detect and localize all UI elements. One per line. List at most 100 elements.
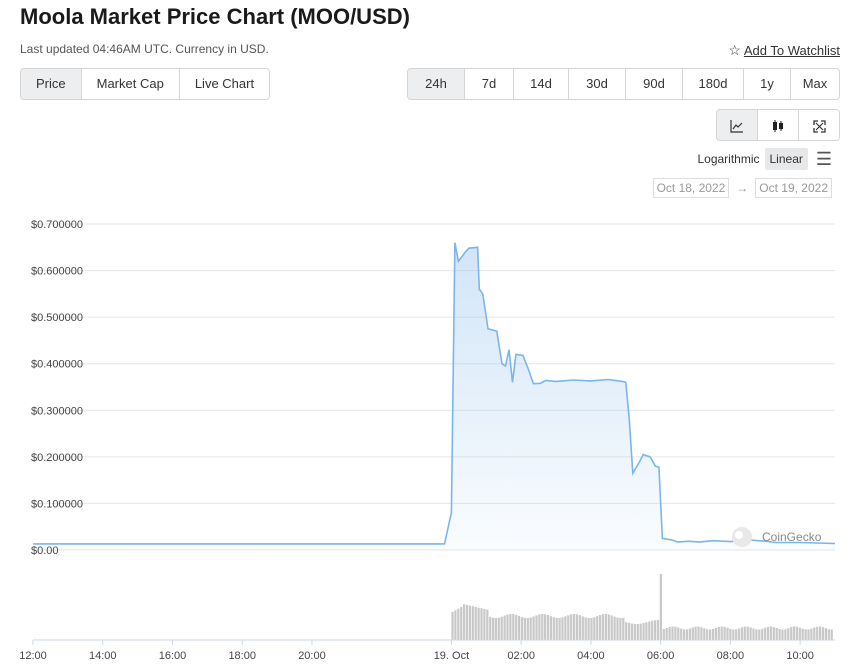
volume-bar xyxy=(578,615,581,640)
volume-bar xyxy=(772,627,775,640)
volume-bar xyxy=(633,623,636,640)
hamburger-menu-icon[interactable]: ☰ xyxy=(815,149,832,169)
fullscreen-button[interactable] xyxy=(799,110,839,140)
line-chart-button[interactable] xyxy=(717,110,758,140)
volume-bar xyxy=(564,616,567,640)
volume-bar xyxy=(555,617,558,640)
range-max[interactable]: Max xyxy=(791,69,839,99)
volume-bar xyxy=(792,626,796,640)
x-tick-label: 10:00 xyxy=(786,650,814,662)
volume-bar xyxy=(801,628,804,640)
volume-bar xyxy=(703,628,706,640)
volume-bar xyxy=(795,626,798,640)
scale-logarithmic[interactable]: Logarithmic xyxy=(697,152,760,166)
last-updated-text: Last updated 04:46AM UTC. Currency in US… xyxy=(20,42,269,56)
coingecko-logo-eye xyxy=(735,531,743,539)
volume-bar xyxy=(804,629,807,640)
volume-bar xyxy=(798,627,801,640)
range-7d[interactable]: 7d xyxy=(465,69,514,99)
date-range-inputs: Oct 18, 2022 → Oct 19, 2022 xyxy=(652,178,832,198)
volume-bar xyxy=(662,629,665,640)
volume-bar xyxy=(613,616,616,640)
scale-linear[interactable]: Linear xyxy=(764,148,808,170)
candlestick-button[interactable] xyxy=(758,110,799,140)
volume-bar xyxy=(709,629,712,640)
volume-bar xyxy=(584,617,587,640)
x-tick-label: 02:00 xyxy=(507,650,535,662)
line-chart-icon xyxy=(730,120,743,133)
volume-bar xyxy=(538,614,541,640)
range-1y[interactable]: 1y xyxy=(744,69,791,99)
volume-bar xyxy=(497,617,500,640)
volume-bar xyxy=(758,629,761,640)
volume-bar xyxy=(489,616,492,640)
x-tick-label: 04:00 xyxy=(577,650,605,662)
volume-bar xyxy=(590,617,593,640)
date-to-input[interactable]: Oct 19, 2022 xyxy=(755,178,832,198)
x-tick-label: 14:00 xyxy=(89,650,117,662)
x-tick-label: 19. Oct xyxy=(434,650,469,662)
volume-bar xyxy=(628,622,631,640)
volume-bar xyxy=(573,614,576,640)
volume-bar xyxy=(816,626,819,640)
volume-bar xyxy=(636,624,639,640)
volume-bar xyxy=(740,627,744,640)
range-30d[interactable]: 30d xyxy=(569,69,626,99)
time-range-selector: 24h 7d 14d 30d 90d 180d 1y Max xyxy=(407,68,840,100)
volume-bar xyxy=(465,604,469,640)
tab-live-chart[interactable]: Live Chart xyxy=(179,69,270,99)
volume-bar xyxy=(659,574,662,640)
add-to-watchlist-link[interactable]: ☆ Add To Watchlist xyxy=(728,42,840,59)
volume-bar xyxy=(622,617,625,640)
volume-bar xyxy=(607,614,610,640)
volume-bar xyxy=(515,614,518,640)
volume-bar xyxy=(717,626,720,640)
page-title: Moola Market Price Chart (MOO/USD) xyxy=(20,4,410,29)
volume-bar xyxy=(683,629,686,640)
volume-bar xyxy=(599,615,602,640)
volume-bar xyxy=(720,626,723,640)
volume-bar xyxy=(523,617,526,640)
volume-bar xyxy=(596,616,599,640)
range-180d[interactable]: 180d xyxy=(683,69,744,99)
volume-bar xyxy=(460,607,463,640)
volume-bar xyxy=(549,616,552,640)
range-24h[interactable]: 24h xyxy=(408,69,465,99)
volume-bar xyxy=(688,628,691,640)
volume-bar xyxy=(685,629,689,640)
volume-bar xyxy=(463,604,466,640)
volume-bar xyxy=(561,617,564,640)
volume-bar xyxy=(766,626,770,640)
star-icon: ☆ xyxy=(728,42,741,58)
tab-market-cap[interactable]: Market Cap xyxy=(81,69,180,99)
volume-bar xyxy=(821,627,825,640)
volume-bar xyxy=(761,628,764,640)
volume-bar xyxy=(807,629,810,640)
scale-selector: Logarithmic Linear ☰ xyxy=(692,148,832,170)
volume-bar xyxy=(616,617,619,640)
volume-bar xyxy=(746,626,749,640)
volume-bar xyxy=(830,629,833,640)
volume-bar xyxy=(691,627,694,640)
watchlist-label: Add To Watchlist xyxy=(743,43,840,58)
volume-bar xyxy=(723,626,726,640)
volume-bar xyxy=(781,629,784,640)
x-tick-label: 20:00 xyxy=(298,650,326,662)
volume-bar xyxy=(570,614,573,640)
volume-bar xyxy=(500,616,503,640)
volume-bar xyxy=(486,609,489,640)
volume-bar xyxy=(601,614,605,640)
volume-bar xyxy=(558,617,561,640)
volume-bar xyxy=(645,622,648,640)
range-14d[interactable]: 14d xyxy=(514,69,569,99)
volume-bar xyxy=(738,628,741,640)
price-area xyxy=(33,242,835,550)
volume-bar xyxy=(604,614,607,640)
x-tick-label: 06:00 xyxy=(647,650,675,662)
date-from-input[interactable]: Oct 18, 2022 xyxy=(652,178,730,198)
range-90d[interactable]: 90d xyxy=(626,69,683,99)
volume-bar xyxy=(775,628,778,640)
volume-bar xyxy=(680,628,683,640)
tab-price[interactable]: Price xyxy=(21,69,82,99)
